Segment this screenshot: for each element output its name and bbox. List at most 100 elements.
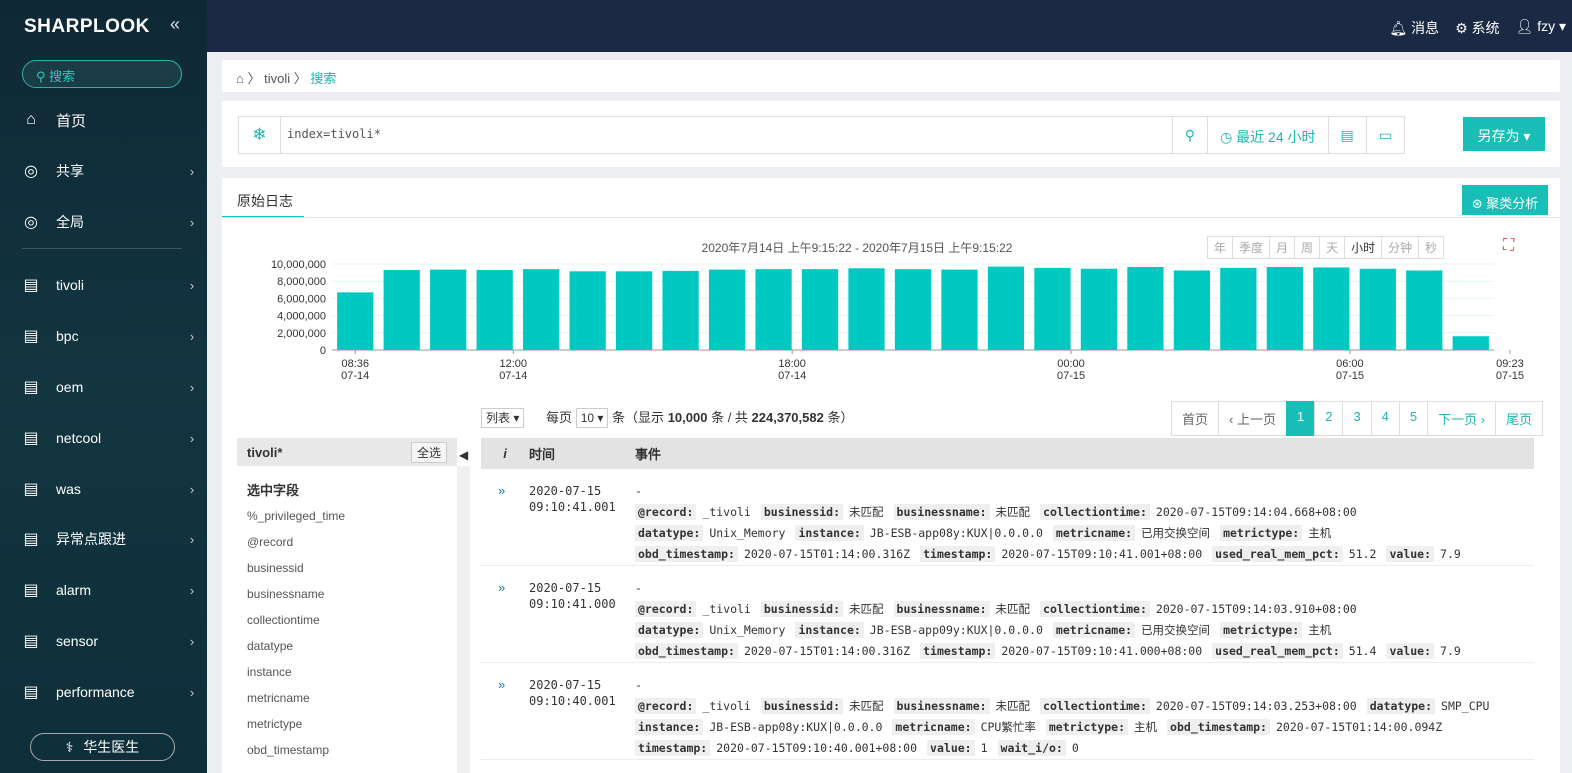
field-value[interactable]: 主机 — [1134, 720, 1158, 734]
field-item[interactable]: datatype — [247, 639, 294, 653]
field-key[interactable]: @record: — [635, 504, 697, 520]
field-key[interactable]: @record: — [635, 601, 697, 617]
field-key[interactable]: metricname: — [892, 719, 975, 735]
tab-raw-log[interactable]: 原始日志 — [222, 178, 304, 218]
field-item[interactable]: businessname — [247, 587, 325, 601]
cluster-analysis-button[interactable]: ⊛ 聚类分析 — [1462, 185, 1548, 215]
granularity-option[interactable]: 秒 — [1418, 236, 1445, 259]
page-button[interactable]: 2 — [1314, 401, 1344, 436]
sidebar-item-1[interactable]: ⌂ 首页 — [0, 100, 207, 140]
document-button[interactable]: ▤ — [1327, 117, 1366, 153]
sidebar-item-3[interactable]: ◎ 全局 › — [0, 202, 207, 242]
field-item[interactable]: instance — [247, 665, 292, 679]
sidebar-item-2[interactable]: ◎ 共享 › — [0, 151, 207, 191]
breadcrumb-item-tivoli[interactable]: tivoli — [264, 71, 291, 86]
page-button[interactable]: 4 — [1370, 401, 1400, 436]
field-item[interactable]: %_privileged_time — [247, 509, 346, 523]
time-range-button[interactable]: ◷ 最近 24 小时 — [1207, 117, 1327, 153]
expand-icon[interactable]: » — [498, 483, 506, 498]
sidebar-item-4[interactable]: ▤ tivoli › — [0, 265, 207, 305]
granularity-option[interactable]: 天 — [1319, 236, 1346, 259]
field-value[interactable]: 未匹配 — [849, 505, 884, 519]
sidebar-item-7[interactable]: ▤ netcool › — [0, 418, 207, 458]
field-key[interactable]: businessname: — [893, 601, 990, 617]
sidebar-item-9[interactable]: ▤ 异常点跟进 › — [0, 519, 207, 559]
field-key[interactable]: metrictype: — [1045, 719, 1129, 735]
field-item[interactable]: metrictype — [247, 717, 303, 731]
next-page-button[interactable]: 下一页 › — [1427, 401, 1497, 436]
field-value[interactable]: 2020-07-15T01:14:00.316Z — [743, 644, 911, 658]
app-logo[interactable]: SHARPLOOK — [24, 16, 150, 37]
field-key[interactable]: timestamp: — [635, 740, 711, 756]
field-key[interactable]: timestamp: — [920, 546, 996, 562]
field-key[interactable]: used_real_mem_pct: — [1212, 546, 1343, 562]
sidebar-item-5[interactable]: ▤ bpc › — [0, 316, 207, 356]
sidebar-item-8[interactable]: ▤ was › — [0, 469, 207, 509]
field-value[interactable]: JB-ESB-app09y:KUX|0.0.0.0 — [869, 623, 1043, 637]
field-value[interactable]: 2020-07-15T09:14:03.910+08:00 — [1155, 602, 1357, 616]
field-value[interactable]: 未匹配 — [849, 602, 884, 616]
first-page-button[interactable]: 首页 — [1171, 401, 1220, 436]
view-select[interactable]: 列表 ▾ — [481, 408, 525, 428]
field-item[interactable]: businessid — [247, 561, 304, 575]
field-value[interactable]: 7.9 — [1440, 644, 1461, 658]
field-value[interactable]: 2020-07-15T09:14:03.253+08:00 — [1155, 699, 1357, 713]
field-key[interactable]: metrictype: — [1220, 622, 1303, 638]
granularity-option[interactable]: 年 — [1207, 236, 1234, 259]
field-value[interactable]: 0 — [1071, 741, 1079, 755]
granularity-option[interactable]: 周 — [1294, 236, 1321, 259]
snowflake-icon[interactable]: ❄ — [239, 117, 281, 153]
field-key[interactable]: collectiontime: — [1040, 504, 1150, 520]
field-key[interactable]: collectiontime: — [1040, 698, 1150, 714]
field-value[interactable]: Unix_Memory — [709, 526, 786, 540]
save-as-button[interactable]: 另存为 ▾ — [1463, 117, 1545, 151]
field-value[interactable]: 51.2 — [1348, 547, 1377, 561]
field-key[interactable]: metricname: — [1052, 622, 1136, 638]
field-key[interactable]: instance: — [635, 719, 704, 735]
field-value[interactable]: CPU繁忙率 — [980, 720, 1036, 734]
field-key[interactable]: businessid: — [760, 698, 844, 714]
page-button[interactable]: 3 — [1342, 401, 1372, 436]
field-scrollbar[interactable] — [457, 466, 470, 773]
field-value[interactable]: Unix_Memory — [709, 623, 786, 637]
expand-icon[interactable]: » — [498, 677, 506, 692]
field-value[interactable]: 2020-07-15T09:14:04.668+08:00 — [1155, 505, 1357, 519]
field-value[interactable]: _tivoli — [702, 699, 751, 713]
field-key[interactable]: value: — [1386, 643, 1435, 659]
field-value[interactable]: SMP_CPU — [1441, 699, 1490, 713]
field-item[interactable]: obd_timestamp — [247, 743, 330, 757]
field-key[interactable]: @record: — [635, 698, 697, 714]
expand-icon[interactable]: » — [498, 580, 506, 595]
granularity-option[interactable]: 月 — [1269, 236, 1296, 259]
field-value[interactable]: 51.4 — [1348, 644, 1377, 658]
granularity-option[interactable]: 分钟 — [1381, 236, 1420, 259]
field-value[interactable]: JB-ESB-app08y:KUX|0.0.0.0 — [709, 720, 883, 734]
field-key[interactable]: datatype: — [1366, 698, 1436, 714]
select-all-button[interactable]: 全选 — [410, 441, 447, 463]
field-key[interactable]: metricname: — [1052, 525, 1136, 541]
granularity-option[interactable]: 季度 — [1232, 236, 1271, 259]
user-menu[interactable]: 👤︎ fzy ▾ — [1516, 18, 1566, 38]
field-key[interactable]: value: — [1386, 546, 1435, 562]
per-page-select[interactable]: 10 ▾ — [575, 408, 609, 428]
field-item[interactable]: collectiontime — [247, 613, 320, 627]
field-value[interactable]: JB-ESB-app08y:KUX|0.0.0.0 — [869, 526, 1043, 540]
page-button[interactable]: 5 — [1398, 401, 1429, 436]
field-value[interactable]: 2020-07-15T01:14:00.094Z — [1275, 720, 1443, 734]
collapse-sidebar-icon[interactable]: « — [170, 14, 181, 34]
sidebar-item-11[interactable]: ▤ sensor › — [0, 621, 207, 661]
field-key[interactable]: obd_timestamp: — [1167, 719, 1270, 735]
field-value[interactable]: 已用交换空间 — [1141, 526, 1211, 540]
field-value[interactable]: 未匹配 — [995, 602, 1031, 616]
field-value[interactable]: 未匹配 — [995, 505, 1031, 519]
sidebar-item-10[interactable]: ▤ alarm › — [0, 570, 207, 610]
field-key[interactable]: metrictype: — [1220, 525, 1303, 541]
field-key[interactable]: wait_i/o: — [997, 740, 1066, 756]
sidebar-item-12[interactable]: ▤ performance › — [0, 672, 207, 712]
field-key[interactable]: datatype: — [635, 622, 704, 638]
page-button[interactable]: 1 — [1285, 401, 1316, 436]
field-key[interactable]: businessid: — [760, 601, 844, 617]
field-value[interactable]: 2020-07-15T09:10:41.001+08:00 — [1001, 547, 1203, 561]
sidebar-search-input[interactable]: ⚲ 搜索 — [22, 60, 182, 88]
field-value[interactable]: 2020-07-15T09:10:40.001+08:00 — [716, 741, 918, 755]
